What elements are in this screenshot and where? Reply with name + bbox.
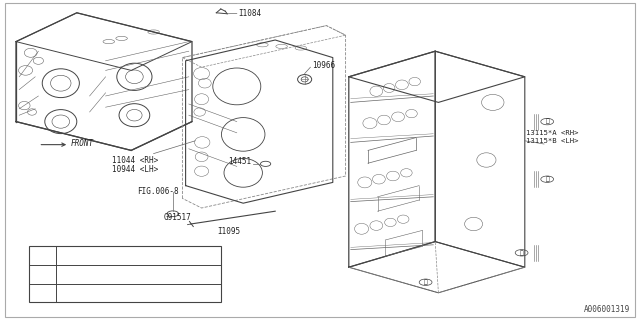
Text: 11044 <RH>: 11044 <RH>: [112, 156, 158, 165]
FancyBboxPatch shape: [29, 246, 221, 302]
Text: ①: ①: [520, 250, 524, 256]
Text: ②: ②: [38, 279, 46, 288]
Text: 13115*A <RH>: 13115*A <RH>: [526, 130, 579, 136]
Text: J20883: J20883: [62, 251, 90, 260]
Text: ①: ①: [38, 251, 46, 260]
Text: FIG.006-8: FIG.006-8: [138, 188, 179, 196]
Text: 10944 <LH>: 10944 <LH>: [112, 165, 158, 174]
Text: I1095: I1095: [218, 227, 241, 236]
Text: ①: ①: [545, 119, 549, 124]
Text: J20884(-’13MY1210): J20884(-’13MY1210): [62, 271, 141, 278]
Text: I1084: I1084: [238, 9, 261, 18]
Text: A006001319: A006001319: [584, 305, 630, 314]
Text: FRONT: FRONT: [70, 139, 93, 148]
Text: 14451: 14451: [228, 157, 252, 166]
Text: 13115*B <LH>: 13115*B <LH>: [526, 139, 579, 144]
Text: J40805(’13MY1210-): J40805(’13MY1210-): [62, 290, 141, 296]
Text: 10966: 10966: [312, 61, 335, 70]
Text: ①: ①: [545, 176, 549, 182]
Text: G91517: G91517: [163, 213, 191, 222]
Text: ①: ①: [424, 279, 428, 285]
